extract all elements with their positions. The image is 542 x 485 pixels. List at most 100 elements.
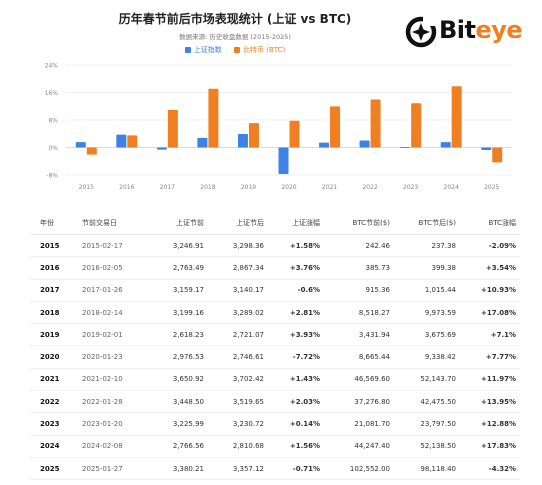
legend-label-btc: 比特币 (BTC) [242, 46, 286, 54]
y-tick-label: 16% [45, 90, 59, 97]
column-header: BTC节后($) [394, 212, 460, 235]
table-cell: +1.43% [268, 368, 324, 392]
table-cell: 98,118.40 [394, 457, 460, 481]
bar-sh-2020 [278, 147, 289, 175]
table-cell: +7.1% [460, 323, 520, 347]
legend-label-sh: 上证指数 [193, 46, 222, 54]
x-tick-label: 2018 [200, 184, 215, 191]
table-cell: 3,702.42 [208, 368, 268, 392]
table-cell: +11.97% [460, 368, 520, 392]
bar-sh-2019 [237, 133, 248, 148]
table-cell: +17.83% [460, 435, 520, 458]
table-cell: 2016-02-05 [72, 256, 148, 280]
table-cell: 3,298.36 [208, 234, 268, 258]
chart-title: 历年春节前后市场表现统计 (上证 vs BTC) [118, 12, 352, 26]
y-tick-label: 24% [45, 63, 59, 70]
table-cell: 3,140.17 [208, 279, 268, 302]
table-cell: -2.09% [460, 234, 520, 258]
table-cell: 2019 [30, 323, 72, 347]
table-cell: 3,289.02 [208, 301, 268, 325]
bar-sh-2016 [116, 134, 127, 148]
table-cell: 1,015.44 [394, 279, 460, 302]
table-cell: +1.56% [268, 435, 324, 458]
bar-sh-2025 [481, 147, 492, 150]
table-cell: 2018-02-14 [72, 301, 148, 325]
table-row: 2020 2020-01-23 2,976.53 2,746.61 -7.72% 8,66… [30, 345, 520, 369]
column-header: 上证节后 [208, 212, 268, 235]
column-header: BTC节前($) [324, 212, 394, 235]
table-cell: +12.88% [460, 412, 520, 436]
biteye-logo-text: Biteye [439, 16, 523, 44]
bar-btc-2018 [208, 88, 219, 148]
bar-sh-2022 [359, 140, 370, 148]
bar-sh-2017 [156, 147, 167, 150]
table-cell: 3,357.12 [208, 457, 268, 481]
y-tick-label: 0% [48, 145, 58, 152]
table-cell: 8,518.27 [324, 301, 394, 325]
table-cell: 42,475.50 [394, 390, 460, 414]
table-cell: 52,143.70 [394, 368, 460, 392]
table-cell: 3,431.94 [324, 323, 394, 347]
data-table: 年份 节前交易日 上证节前 上证节后 上证涨幅 BTC节前($) BTC节后($) BTC涨幅… [30, 212, 520, 481]
table-cell: +10.93% [460, 279, 520, 302]
legend-swatch-btc [233, 47, 240, 53]
table-cell: 2025-01-27 [72, 457, 148, 481]
table-cell: 37,276.80 [324, 390, 394, 414]
bar-sh-2015 [75, 142, 86, 148]
table-cell: 2015 [30, 234, 72, 258]
legend-item-sh[interactable]: 上证指数 [184, 45, 222, 55]
table-row: 2022 2022-01-28 3,448.50 3,519.65 +2.03% 37,2… [30, 390, 520, 414]
table-row: 2015 2015-02-17 3,246.91 3,298.36 +1.58% 242.… [30, 234, 520, 258]
bar-btc-2017 [167, 109, 178, 148]
table-cell: 3,519.65 [208, 390, 268, 414]
column-header: BTC涨幅 [460, 212, 520, 235]
table-cell: 237.38 [394, 234, 460, 258]
table-cell: 23,797.50 [394, 412, 460, 436]
table-cell: +3.54% [460, 256, 520, 280]
bar-btc-2019 [248, 123, 259, 148]
legend-item-btc[interactable]: 比特币 (BTC) [233, 45, 286, 55]
table-cell: 2021-02-10 [72, 368, 148, 392]
legend: 上证指数 比特币 (BTC) [0, 45, 470, 55]
table-cell: -4.32% [460, 457, 520, 481]
table-cell: 21,081.70 [324, 412, 394, 436]
table-row: 2016 2016-02-05 2,763.49 2,867.34 +3.76% 385.… [30, 256, 520, 280]
table-cell: 385.73 [324, 256, 394, 280]
table-cell: 44,247.40 [324, 435, 394, 458]
table-cell: 2015-02-17 [72, 234, 148, 258]
table-cell: 102,552.00 [324, 457, 394, 481]
y-tick-label: -8% [46, 173, 58, 180]
column-header: 节前交易日 [72, 212, 148, 235]
legend-swatch-sh [184, 47, 191, 53]
table-row: 2021 2021-02-10 3,650.92 3,702.42 +1.43% 46,5… [30, 368, 520, 392]
bar-btc-2024 [451, 86, 462, 148]
biteye-logo: Biteye [405, 14, 525, 50]
x-tick-label: 2023 [403, 184, 418, 191]
table-cell: 2,867.34 [208, 256, 268, 280]
table-cell: 915.36 [324, 279, 394, 302]
x-tick-label: 2017 [160, 184, 175, 191]
chart-subtitle: 数据来源: 历史收盘数据 (2015-2025) [179, 33, 291, 41]
bar-sh-2018 [197, 137, 208, 148]
table-row: 2018 2018-02-14 3,199.16 3,289.02 +2.81% 8,51… [30, 301, 520, 325]
table-cell: 2024 [30, 435, 72, 458]
table-cell: 2,618.23 [148, 323, 208, 347]
bar-btc-2022 [370, 99, 381, 148]
table-cell: 2,721.07 [208, 323, 268, 347]
table-cell: 242.46 [324, 234, 394, 258]
bar-sh-2024 [440, 142, 451, 148]
bar-btc-2020 [289, 120, 300, 148]
table-cell: 46,569.60 [324, 368, 394, 392]
table-cell: 2024-02-08 [72, 435, 148, 458]
bar-btc-2025 [492, 147, 503, 163]
bar-btc-2016 [127, 135, 138, 148]
x-tick-label: 2022 [362, 184, 377, 191]
x-tick-label: 2021 [322, 184, 337, 191]
column-header: 上证节前 [148, 212, 208, 235]
table-cell: 3,225.99 [148, 412, 208, 436]
table-cell: 8,665.44 [324, 345, 394, 369]
table-row: 2024 2024-02-08 2,766.56 2,810.68 +1.56% 44,2… [30, 435, 520, 458]
table-cell: 9,973.59 [394, 301, 460, 325]
table-cell: 9,338.42 [394, 345, 460, 369]
table-cell: +3.93% [268, 323, 324, 347]
